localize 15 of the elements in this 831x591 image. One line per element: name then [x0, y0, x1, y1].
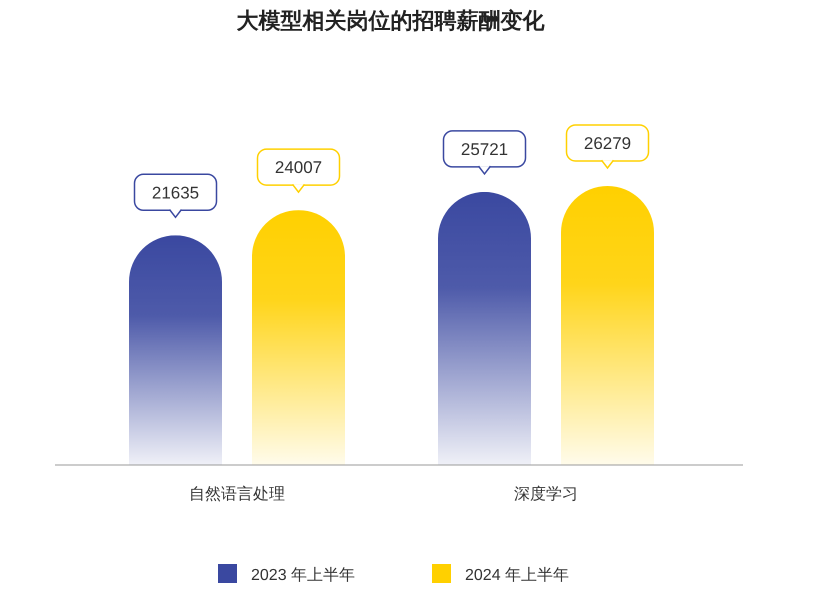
legend-item: 2023 年上半年 [218, 564, 356, 584]
legend-label: 2023 年上半年 [251, 566, 356, 584]
title: 大模型相关岗位的招聘薪酬变化 [236, 8, 544, 33]
data-label: 21635 [152, 183, 200, 202]
data-label: 26279 [584, 134, 632, 153]
data-label: 25721 [442, 130, 526, 176]
data-label: 24007 [274, 158, 322, 178]
data-label: 25721 [460, 140, 508, 159]
x-tick-label: 深度学习 [514, 486, 578, 503]
x-tick-label: 自然语言处理 [189, 486, 285, 503]
data-label: 26279 [566, 124, 650, 170]
legend-item: 2024 年上半年 [432, 564, 570, 584]
data-label: 24007 [256, 148, 340, 194]
data-label: 21635 [134, 174, 218, 219]
legend-label: 2024 年上半年 [465, 566, 570, 584]
